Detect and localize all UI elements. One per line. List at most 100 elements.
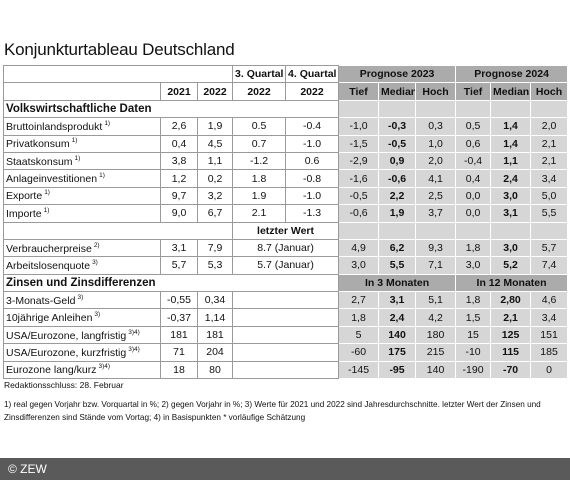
cell: 175 (378, 343, 417, 362)
header-cell: Tief (455, 82, 492, 101)
table-row: 3-Monats-Geld 3) -0,55 0,34 2,7 3,1 5,1 1,8 2,80… (3, 291, 569, 310)
cell: -1.2 (232, 151, 287, 171)
cell: 5,5 (530, 204, 569, 223)
cell: 0,0 (455, 204, 492, 223)
cell: 1,9 (196, 117, 234, 136)
cell: -0,5 (378, 134, 417, 153)
cell: -0,4 (455, 151, 492, 171)
cell: -0.4 (285, 117, 340, 136)
cell: 4,6 (530, 291, 569, 310)
table-row: 2021 2022 2022 2022 Tief Median Hoch Tief Median… (3, 82, 569, 101)
cell (490, 221, 532, 240)
cell (530, 99, 569, 119)
row-label-text: USA/Eurozone, kurzfristig (6, 346, 127, 359)
cell: 3,4 (530, 308, 569, 327)
cell: 140 (378, 325, 417, 345)
table-row: Arbeitslosenquote 3) 5,7 5,3 5.7 (Januar) 3,0… (3, 256, 569, 275)
cell: 3,0 (490, 238, 532, 258)
cell (232, 360, 340, 380)
cell: -0,5 (338, 186, 380, 206)
row-label: USA/Eurozone, kurzfristig 3)4) (3, 343, 161, 362)
cell: 3,2 (196, 186, 234, 206)
footnote-marker: 3) (77, 293, 84, 301)
cell: 1,14 (196, 308, 234, 327)
cell: 0 (530, 360, 569, 380)
cell: 2,1 (530, 151, 569, 171)
cell: 0,5 (455, 117, 492, 136)
table-row: Anlageinvestitionen 1) 1,2 0,2 1.8 -0.8 -1,6 -0… (3, 169, 569, 188)
footnote-marker: 1) (104, 119, 111, 127)
cell: 1,4 (490, 117, 532, 136)
row-label-text: Importe (6, 207, 42, 220)
cell: 2,1 (530, 134, 569, 153)
cell: 1,8 (338, 308, 380, 327)
cell: 0,6 (455, 134, 492, 153)
cell: 3,0 (455, 256, 492, 275)
cell: -0,6 (378, 169, 417, 188)
row-label: Bruttoinlandsprodukt 1) (3, 117, 161, 136)
footnote-marker: 1) (71, 137, 78, 145)
cell: 2,0 (415, 151, 457, 171)
table-row: Zinsen und Zinsdifferenzen In 3 Monaten In… (2, 273, 569, 293)
table-row: Bruttoinlandsprodukt 1) 2,6 1,9 0.5 -0.4 -1,0-… (3, 117, 569, 136)
table-row: letzter Wert (2, 221, 569, 240)
row-label: Privatkonsum 1) (3, 134, 161, 153)
row-label-text: Staatskonsum (6, 155, 73, 168)
cell: 3,8 (160, 151, 198, 171)
cell: 0,9 (378, 151, 417, 171)
cell: 3,1 (378, 291, 417, 310)
cell (338, 99, 380, 119)
cell (232, 325, 340, 345)
footnote-marker: 3) (92, 258, 98, 266)
cell: 0.6 (285, 151, 340, 171)
cell: 6,2 (378, 238, 417, 258)
cell: 1,5 (455, 308, 492, 327)
row-label-text: Verbraucherpreise (6, 242, 92, 255)
cell: -60 (338, 343, 380, 362)
cell: 5,2 (490, 256, 532, 275)
cell: 1,1 (490, 151, 532, 171)
header-cell: Hoch (415, 82, 457, 101)
cell: 0,34 (196, 291, 234, 310)
table-row: USA/Eurozone, langfristig 3)4) 181 181 5 140 1… (3, 325, 569, 345)
row-label: USA/Eurozone, langfristig 3)4) (3, 325, 161, 345)
table-row: Verbraucherpreise 2) 3,1 7,9 8.7 (Januar) 4,9… (3, 238, 569, 258)
cell: 7,4 (530, 256, 569, 275)
table-row: Exporte 1) 9,7 3,2 1.9 -1.0 -0,5 2,2 2,5 0,0 3,0 5,… (3, 186, 569, 206)
cell: -0,3 (378, 117, 417, 136)
cell: 7,9 (196, 238, 234, 258)
cell: 0,2 (196, 169, 234, 188)
row-label: Anlageinvestitionen 1) (3, 169, 161, 188)
cell: 3,0 (338, 256, 380, 275)
cell: -145 (338, 360, 380, 380)
cell: 1,4 (490, 134, 532, 153)
row-label-text: Privatkonsum (6, 138, 70, 151)
cell (232, 343, 340, 362)
cell: 1,1 (196, 151, 234, 171)
cell: 115 (490, 343, 532, 362)
footer-bar: © ZEW (0, 458, 570, 480)
cell: 5,3 (196, 256, 234, 275)
cell: -0,37 (160, 308, 198, 327)
cell: 4,5 (196, 134, 234, 153)
row-label-text: Anlageinvestitionen (6, 173, 98, 186)
row-label: 10jährige Anleihen 3) (3, 308, 161, 327)
cell: -0,55 (160, 291, 198, 310)
cell: -0,6 (338, 204, 380, 223)
table-row: Eurozone lang/kurz 3)4) 18 80 -145 -95 140 -190… (3, 360, 569, 380)
cell: 5,7 (530, 238, 569, 258)
deadline: Redaktionsschluss: 28. Februar (4, 380, 124, 390)
cell: 2,7 (338, 291, 380, 310)
header-cell: Tief (338, 82, 380, 101)
table-row: Privatkonsum 1) 0,4 4,5 0.7 -1.0 -1,5 -0,5 1,0 0,… (3, 134, 569, 153)
header-cell: letzter Wert (232, 221, 340, 240)
cell: 4,1 (415, 169, 457, 188)
copyright: © ZEW (8, 462, 47, 476)
footnote-marker: 1) (44, 189, 50, 197)
cell: -70 (490, 360, 532, 380)
cell: 2,4 (378, 308, 417, 327)
cell: 204 (196, 343, 234, 362)
footnote-marker: 2) (93, 241, 100, 249)
cell: 8.7 (Januar) (232, 238, 340, 258)
